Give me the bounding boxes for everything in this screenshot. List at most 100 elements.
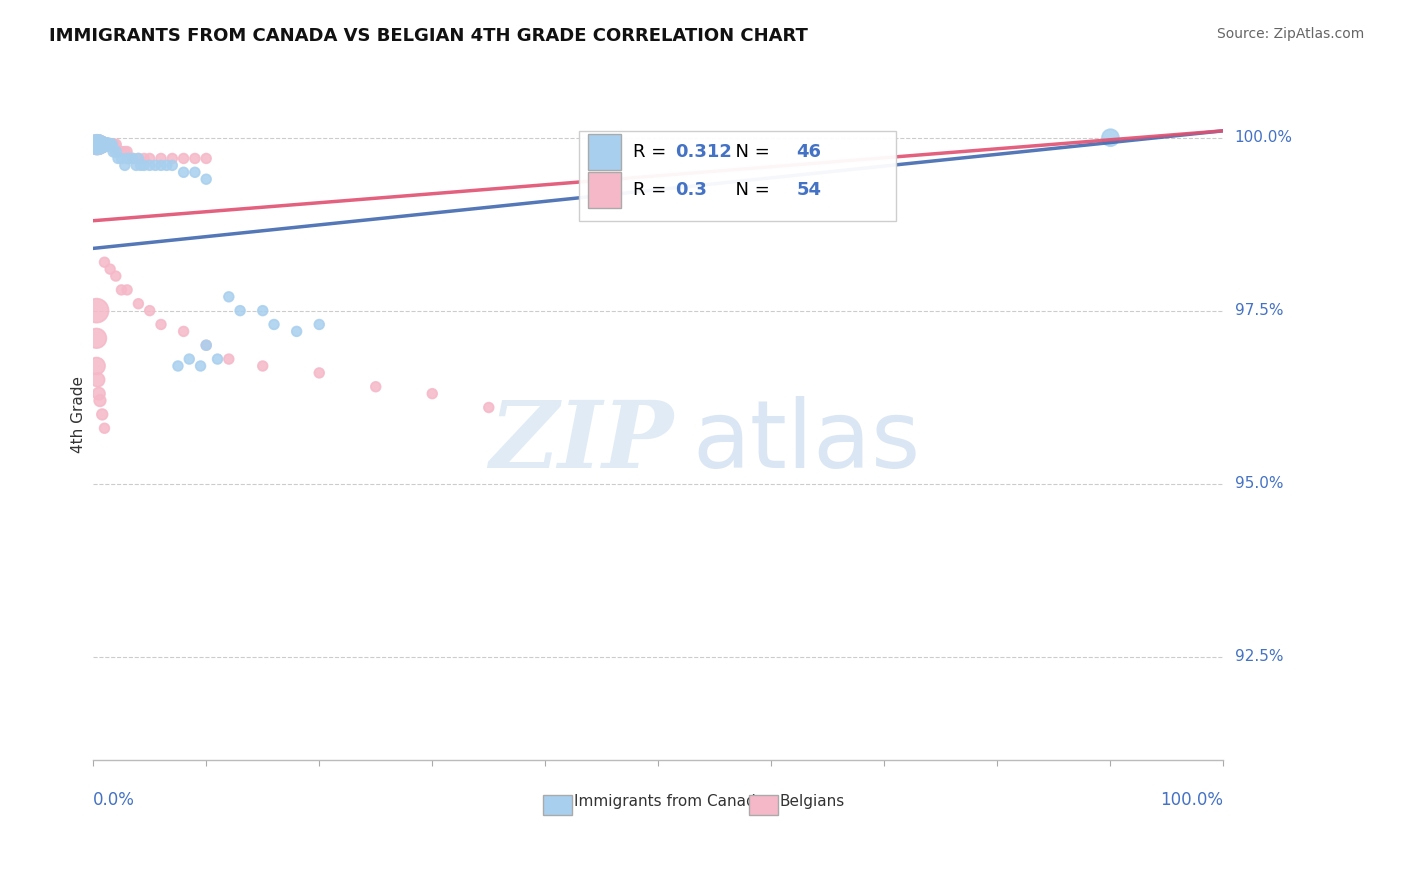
Point (173, 152, 195, 166)
Point (98, 137, 121, 152)
Point (195, 338, 218, 352)
Text: R =: R = (634, 180, 672, 199)
Text: atlas: atlas (692, 396, 921, 488)
Point (93, 421, 115, 435)
Point (93, 137, 115, 152)
Point (87, 386, 110, 401)
Text: 97.5%: 97.5% (1234, 303, 1284, 318)
Text: IMMIGRANTS FROM CANADA VS BELGIAN 4TH GRADE CORRELATION CHART: IMMIGRANTS FROM CANADA VS BELGIAN 4TH GR… (49, 27, 808, 45)
Point (114, 158, 136, 172)
Point (96, 137, 118, 152)
Point (138, 303, 160, 318)
Text: 0.312: 0.312 (675, 143, 733, 161)
Text: N =: N = (724, 180, 775, 199)
FancyBboxPatch shape (579, 131, 896, 220)
Text: 54: 54 (796, 180, 821, 199)
Y-axis label: 4th Grade: 4th Grade (72, 376, 86, 453)
Text: Source: ZipAtlas.com: Source: ZipAtlas.com (1216, 27, 1364, 41)
Point (125, 158, 148, 172)
Text: Belgians: Belgians (779, 794, 845, 809)
Point (127, 296, 149, 310)
Point (173, 165, 195, 179)
Point (94, 137, 117, 152)
Point (308, 366, 330, 380)
Point (167, 359, 190, 373)
Point (97, 137, 120, 152)
Point (104, 268, 127, 283)
FancyBboxPatch shape (588, 171, 621, 208)
Point (420, 386, 443, 401)
Text: Immigrants from Canada: Immigrants from Canada (574, 794, 765, 809)
Point (162, 158, 184, 172)
Point (91, 408, 114, 422)
Point (87, 137, 110, 152)
FancyBboxPatch shape (543, 795, 572, 815)
Point (110, 152, 132, 166)
Point (86, 373, 108, 387)
Point (285, 325, 308, 339)
Point (115, 152, 138, 166)
Point (143, 158, 166, 172)
Point (89, 137, 111, 152)
Point (150, 158, 173, 172)
Point (98, 137, 121, 152)
Point (104, 145, 127, 159)
Point (263, 318, 285, 332)
Point (138, 158, 160, 172)
Point (218, 352, 240, 367)
Point (86, 303, 108, 318)
Point (90, 137, 112, 152)
Text: ZIP: ZIP (489, 397, 673, 487)
Point (91, 137, 114, 152)
Point (93, 137, 115, 152)
FancyBboxPatch shape (588, 134, 621, 169)
Point (104, 137, 127, 152)
Point (150, 152, 173, 166)
Point (115, 145, 138, 159)
Point (107, 145, 129, 159)
Point (364, 380, 387, 394)
Point (86, 359, 108, 373)
Point (114, 145, 136, 159)
Point (150, 318, 173, 332)
Point (86, 137, 108, 152)
Point (91, 137, 114, 152)
Point (190, 359, 212, 373)
Point (89, 393, 111, 408)
Point (93, 137, 115, 152)
FancyBboxPatch shape (749, 795, 778, 815)
Text: 100.0%: 100.0% (1234, 130, 1292, 145)
Point (103, 137, 125, 152)
Point (195, 338, 218, 352)
Point (86, 137, 108, 152)
Point (115, 283, 138, 297)
Point (252, 303, 274, 318)
Point (132, 158, 155, 172)
Text: R =: R = (634, 143, 672, 161)
Point (127, 152, 149, 166)
Point (93, 255, 115, 269)
Point (107, 152, 129, 166)
Point (195, 172, 218, 186)
Text: 95.0%: 95.0% (1234, 476, 1284, 491)
Point (184, 152, 207, 166)
Point (93, 137, 115, 152)
Point (121, 152, 143, 166)
Point (195, 152, 218, 166)
Point (86, 331, 108, 345)
Point (100, 137, 122, 152)
Text: 0.0%: 0.0% (93, 791, 135, 809)
Point (87, 137, 110, 152)
Point (252, 359, 274, 373)
Point (118, 152, 141, 166)
Point (129, 158, 152, 172)
Point (86, 137, 108, 152)
Point (478, 401, 501, 415)
Text: 0.3: 0.3 (675, 180, 707, 199)
Point (184, 165, 207, 179)
Text: 46: 46 (796, 143, 821, 161)
Point (173, 325, 195, 339)
Point (86, 137, 108, 152)
Point (89, 137, 111, 152)
Point (103, 145, 125, 159)
